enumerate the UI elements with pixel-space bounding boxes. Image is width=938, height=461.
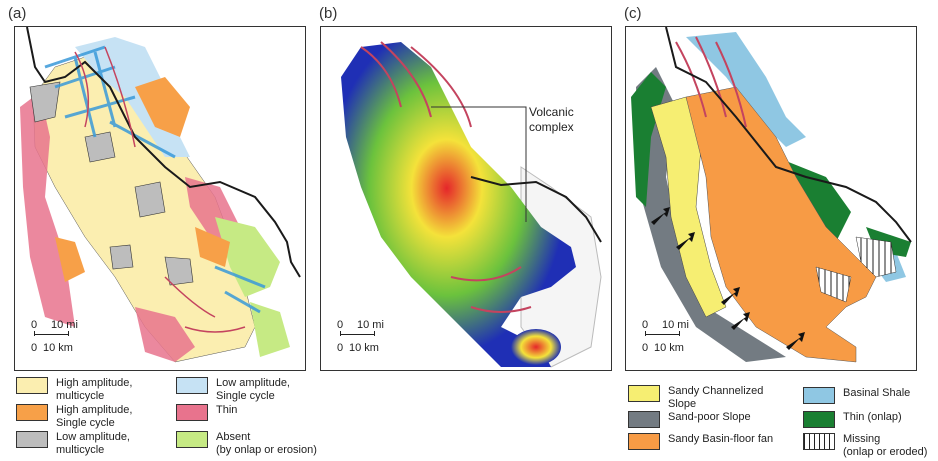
legend-c-2-line-1: Sandy Basin-floor fan (668, 433, 774, 445)
zone-thin-3 (135, 307, 195, 362)
zone-low-multi-4 (164, 256, 194, 286)
legend-a-4-line-1: Thin (216, 404, 238, 416)
legend-a-2-line-2: multicycle (56, 444, 105, 456)
legend-a-item-5: Absent (by onlap or erosion) (176, 431, 317, 457)
channels-b (360, 41, 532, 313)
scale-km-value-c: 10 km (654, 342, 684, 354)
scale-km-zero-c: 0 (642, 342, 649, 354)
coastline (26, 27, 301, 278)
legend-a-item-1: High amplitude, Single cycle (16, 404, 132, 430)
zone-missing (855, 236, 897, 278)
legend-swatch (803, 387, 835, 404)
zone-high-single-3 (55, 237, 85, 282)
legend-a-item-4: Thin (176, 404, 237, 421)
legend-c-item-1: Sand-poor Slope (628, 411, 751, 428)
map-panel-c: 0 10 mi 0 10 km (625, 26, 917, 371)
legend-swatch (176, 404, 208, 421)
scale-mi-zero-b: 0 (337, 319, 344, 331)
zone-absent (215, 217, 280, 297)
legend-swatch (176, 377, 208, 394)
scale-km-zero-b: 0 (337, 342, 344, 354)
zone-sand-poor (636, 67, 786, 362)
scale-km-zero: 0 (31, 342, 38, 354)
legend-c-4-line-1: Thin (onlap) (843, 411, 902, 423)
scale-km-value: 10 km (43, 342, 73, 354)
scale-bar-c: 0 10 mi 0 10 km (642, 319, 712, 359)
legend-c-item-2: Sandy Basin-floor fan (628, 433, 773, 450)
legend-swatch (628, 411, 660, 428)
volcanic-label-line-1: Volcanic (529, 105, 574, 119)
zone-basinal-shale (686, 32, 806, 147)
legend-a-1-line-1: High amplitude, (56, 404, 133, 416)
legend-a-3-line-1: Low amplitude, (216, 377, 290, 389)
legend-c-item-4: Thin (onlap) (803, 411, 902, 428)
legend-swatch (16, 404, 48, 421)
panel-c-label: (c) (624, 5, 642, 22)
zone-low-multi-3 (134, 181, 166, 218)
map-panel-b: Volcanic complex 0 10 mi 0 10 km (320, 26, 612, 371)
legend-swatch (16, 377, 48, 394)
legend-c-3-line-1: Basinal Shale (843, 387, 911, 399)
legend-c-5-line-1: Missing (843, 433, 881, 445)
volcanic-complex-label: Volcanic complex (529, 105, 574, 135)
zone-high-single-1 (135, 77, 190, 137)
coastline-c (665, 27, 912, 243)
legend-swatch-hatch (803, 433, 835, 450)
coastline-b (470, 176, 602, 243)
legend-c-item-3: Basinal Shale (803, 387, 910, 404)
legend-swatch (628, 385, 660, 402)
legend-c-0-line-2: Slope (668, 398, 697, 410)
map-c-graphic (631, 27, 912, 363)
scale-bar-a: 0 10 mi 0 10 km (31, 319, 101, 359)
zone-low-multi-2 (84, 131, 116, 163)
legend-a-2-line-1: Low amplitude, (56, 431, 130, 443)
zone-low-multi-5 (109, 244, 134, 270)
map-panel-a: 0 10 mi 0 10 km (14, 26, 306, 371)
scale-mi-value-c: 10 mi (662, 319, 689, 331)
legend-a-item-2: Low amplitude, multicycle (16, 431, 130, 457)
legend-swatch (628, 433, 660, 450)
legend-c-item-5: Missing (onlap or eroded) (803, 433, 927, 459)
legend-swatch (176, 431, 208, 448)
scale-mi-zero-c: 0 (642, 319, 649, 331)
scale-mi-zero: 0 (31, 319, 38, 331)
zone-low-multi-1 (29, 81, 61, 123)
legend-c-item-0: Sandy Channelized Slope (628, 385, 763, 411)
scale-km-value-b: 10 km (349, 342, 379, 354)
legend-a-item-0: High amplitude, multicycle (16, 377, 132, 403)
map-a-graphic (20, 27, 301, 363)
scale-mi-value: 10 mi (51, 319, 78, 331)
legend-a-3-line-2: Single cycle (216, 390, 275, 402)
legend-swatch (803, 411, 835, 428)
legend-swatch (16, 431, 48, 448)
legend-a-1-line-2: Single cycle (56, 417, 115, 429)
panel-a-label: (a) (8, 5, 27, 22)
channels (74, 46, 246, 333)
panel-b-label: (b) (319, 5, 338, 22)
map-b-graphic (341, 41, 602, 368)
legend-c-0-line-1: Sandy Channelized (668, 385, 764, 397)
legend-a-item-3: Low amplitude, Single cycle (176, 377, 290, 403)
channels-c (675, 36, 747, 128)
legend-a-0-line-2: multicycle (56, 390, 105, 402)
legend-c-1-line-1: Sand-poor Slope (668, 411, 751, 423)
zone-missing-2 (815, 266, 852, 303)
legend-a-5-line-1: Absent (216, 431, 251, 443)
legend-a-5-line-2: (by onlap or erosion) (216, 444, 317, 456)
zone-thin-1 (20, 92, 75, 327)
legend-a-0-line-1: High amplitude, (56, 377, 133, 389)
zone-high-single-2 (195, 227, 230, 267)
volcanic-label-line-2: complex (529, 120, 574, 134)
flow-arrows (651, 207, 805, 350)
scale-mi-value-b: 10 mi (357, 319, 384, 331)
legend-c-5-line-2: (onlap or eroded) (843, 446, 928, 458)
amplitude-body (341, 42, 576, 367)
scale-bar-b: 0 10 mi 0 10 km (337, 319, 407, 359)
zone-absent-2 (250, 302, 290, 357)
